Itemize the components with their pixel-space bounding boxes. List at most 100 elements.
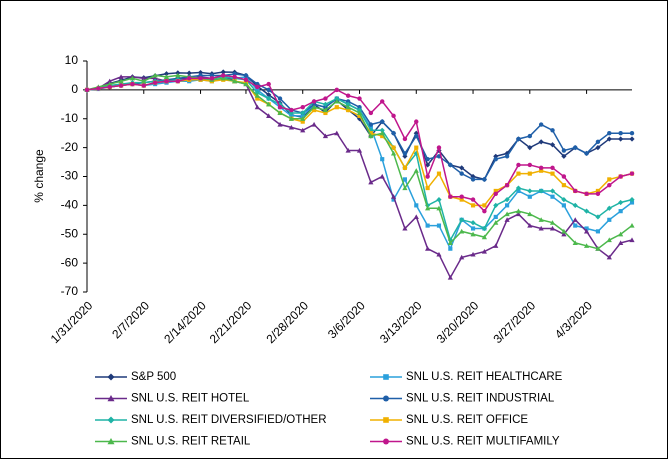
data-point (323, 96, 328, 101)
data-point (266, 113, 272, 118)
data-point (539, 168, 544, 173)
data-point (527, 211, 533, 217)
legend-label: SNL U.S. REIT RETAIL (131, 436, 251, 448)
y-tick-label: 10 (65, 53, 79, 67)
data-point (141, 83, 146, 88)
y-tick-label: -70 (61, 284, 79, 298)
data-point (312, 108, 317, 113)
legend-label: SNL U.S. REIT OFFICE (406, 414, 528, 426)
data-point (288, 124, 294, 130)
y-tick-label: -60 (61, 255, 79, 269)
data-point (436, 223, 442, 228)
data-point (561, 153, 567, 159)
data-point (334, 98, 340, 104)
data-point (402, 165, 407, 170)
data-point (277, 110, 283, 116)
data-point (322, 107, 329, 113)
data-point (232, 78, 238, 84)
data-point (436, 205, 442, 211)
data-point (334, 105, 339, 110)
data-point (549, 188, 556, 194)
data-point (550, 128, 555, 133)
data-point (561, 197, 567, 203)
data-point (436, 197, 442, 203)
data-point (266, 87, 271, 93)
data-point (311, 99, 317, 104)
data-point (368, 122, 374, 127)
data-point (493, 202, 499, 208)
y-tick-label: -30 (61, 169, 79, 183)
data-point (368, 179, 374, 185)
y-tick-label: -40 (61, 198, 79, 212)
data-point (504, 182, 510, 188)
data-point (595, 145, 601, 151)
data-point (448, 246, 453, 251)
y-axis-label: % change (32, 149, 46, 203)
data-point (311, 104, 317, 110)
data-point (459, 194, 464, 199)
data-point (300, 116, 306, 121)
data-point (459, 197, 464, 202)
data-point (549, 220, 556, 225)
legend-marker (107, 416, 115, 424)
data-point (606, 254, 612, 260)
data-point (595, 191, 601, 197)
data-point (527, 222, 533, 228)
data-point (618, 199, 624, 206)
data-point (266, 81, 271, 87)
data-point (573, 145, 578, 150)
data-point (107, 81, 113, 87)
data-point (346, 108, 351, 113)
data-point (345, 104, 351, 110)
data-point (516, 162, 521, 168)
data-point (629, 237, 635, 243)
data-point (300, 127, 306, 133)
data-point (357, 96, 362, 101)
data-point (118, 83, 124, 88)
data-point (152, 72, 158, 78)
data-point (493, 156, 498, 162)
data-point (356, 147, 363, 153)
data-point (481, 225, 487, 232)
data-point (482, 177, 487, 182)
data-point (311, 121, 317, 127)
data-point (607, 130, 612, 136)
legend-marker (107, 395, 115, 402)
data-point (391, 130, 396, 136)
data-point (607, 217, 612, 222)
data-point (606, 205, 612, 211)
data-point (493, 243, 499, 248)
data-point (629, 136, 635, 142)
data-point (175, 72, 181, 78)
data-point (436, 251, 442, 257)
data-point (391, 197, 396, 202)
data-point (379, 127, 385, 133)
data-point (481, 234, 487, 240)
data-point (175, 79, 181, 84)
data-point (380, 157, 385, 162)
data-point (618, 174, 623, 179)
data-point (254, 104, 260, 110)
data-point (107, 78, 113, 84)
y-tick-label: -50 (61, 226, 79, 240)
y-tick-label: -20 (61, 140, 79, 154)
data-point (516, 171, 521, 176)
data-point (447, 274, 453, 280)
data-point (118, 74, 124, 79)
data-point (414, 145, 419, 150)
data-point (425, 174, 430, 179)
data-point (163, 71, 170, 77)
legend-label: SNL U.S. REIT HEALTHCARE (406, 371, 563, 383)
data-point (266, 95, 272, 102)
data-point (618, 240, 624, 245)
data-point (243, 81, 249, 87)
data-point (504, 217, 510, 222)
data-point (595, 229, 601, 234)
data-point (505, 203, 510, 208)
data-point (255, 87, 260, 92)
data-point (448, 162, 453, 168)
data-point (561, 183, 566, 188)
data-point (254, 93, 260, 98)
data-point (390, 150, 397, 156)
